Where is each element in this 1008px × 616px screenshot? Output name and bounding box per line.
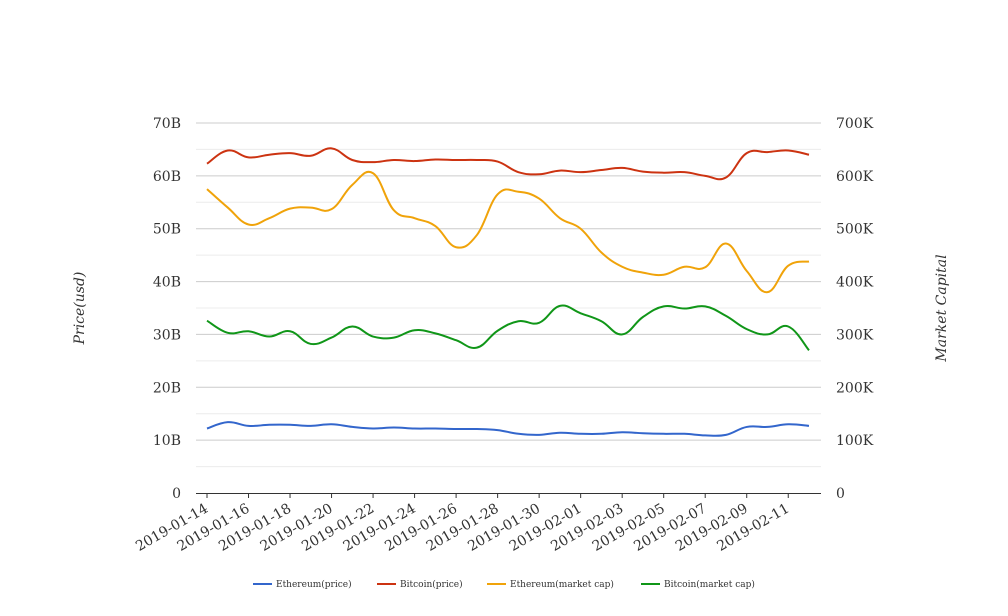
series-line-bitcoin-price — [206, 147, 810, 181]
left-tick-label: 20B — [153, 380, 181, 396]
right-tick-label: 300K — [836, 327, 874, 343]
gridlines — [196, 122, 821, 468]
x-axis-ticks: 2019-01-142019-01-162019-01-182019-01-20… — [133, 493, 792, 555]
legend-label: Bitcoin(price) — [400, 579, 463, 590]
series-line-ethereum-market-cap — [206, 170, 810, 294]
left-tick-label: 70B — [153, 116, 181, 132]
legend-label: Bitcoin(market cap) — [664, 579, 755, 590]
series-line-bitcoin-market-cap — [206, 304, 810, 351]
right-tick-label: 700K — [836, 116, 874, 132]
series-line-ethereum-price — [206, 421, 810, 437]
left-tick-label: 60B — [153, 169, 181, 185]
right-tick-label: 400K — [836, 275, 874, 291]
left-tick-label: 50B — [153, 222, 181, 238]
left-axis-title: Price(usd) — [72, 272, 88, 346]
left-tick-label: 30B — [153, 327, 181, 343]
left-tick-label: 0 — [172, 486, 181, 502]
legend-label: Ethereum(price) — [276, 579, 352, 590]
left-tick-label: 10B — [153, 433, 181, 449]
right-axis-ticks: 0 100K 200K 300K 400K 500K 600K 700K — [836, 116, 874, 502]
right-tick-label: 0 — [836, 486, 845, 502]
left-axis-ticks: 0 10B 20B 30B 40B 50B 60B 70B — [153, 116, 181, 502]
right-tick-label: 500K — [836, 222, 874, 238]
legend: Ethereum(price) Bitcoin(price) Ethereum(ma… — [253, 579, 755, 590]
left-tick-label: 40B — [153, 275, 181, 291]
right-tick-label: 600K — [836, 169, 874, 185]
right-axis-title: Market Capital — [934, 254, 950, 362]
legend-label: Ethereum(market cap) — [510, 579, 614, 590]
right-tick-label: 200K — [836, 380, 874, 396]
series-lines — [206, 147, 810, 437]
right-tick-label: 100K — [836, 433, 874, 449]
